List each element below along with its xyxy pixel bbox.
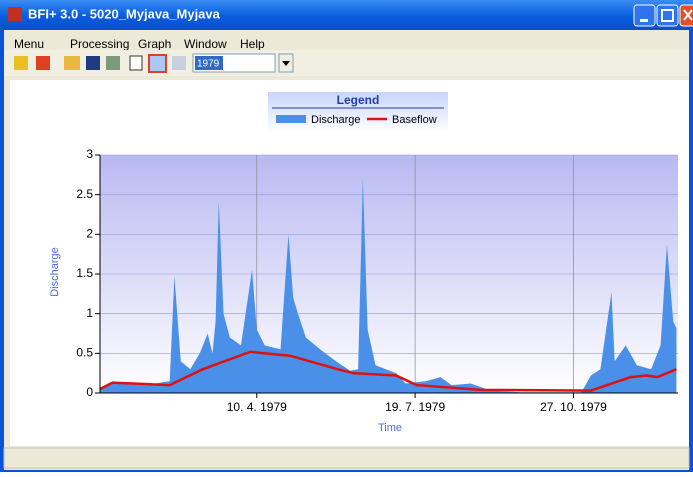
save-icon[interactable] bbox=[86, 56, 100, 70]
y-tick-label: 1 bbox=[86, 306, 93, 320]
y-tick-label: 3 bbox=[86, 147, 93, 161]
help-icon[interactable] bbox=[14, 56, 28, 70]
discharge-area bbox=[100, 178, 677, 393]
arrow-icon bbox=[282, 61, 290, 66]
delete-icon[interactable] bbox=[106, 56, 120, 70]
open-icon[interactable] bbox=[64, 56, 80, 70]
y-tick-label: 0.5 bbox=[76, 346, 93, 360]
year-value: 1979 bbox=[197, 59, 220, 70]
y-tick-label: 2.5 bbox=[76, 187, 93, 201]
minimize-button[interactable] bbox=[633, 4, 656, 27]
new-icon[interactable] bbox=[129, 55, 143, 71]
x-axis-label: Time bbox=[378, 422, 402, 434]
legend-swatch bbox=[276, 115, 306, 123]
x-tick-label: 10. 4. 1979 bbox=[227, 400, 287, 414]
legend-label: Baseflow bbox=[392, 114, 437, 126]
stop-icon[interactable] bbox=[36, 56, 50, 70]
menu-bar: Menu Processing Graph Window Help bbox=[14, 37, 265, 51]
minimize-icon bbox=[640, 19, 648, 22]
menu-item[interactable]: Processing bbox=[70, 37, 129, 51]
y-tick-label: 0 bbox=[86, 385, 93, 399]
chart: 0 0.5 1 1.5 2 2.5 3 10. 4. 1979 19. 7. 1979 27. 1… bbox=[49, 92, 678, 434]
menu-item[interactable]: Graph bbox=[138, 37, 171, 51]
legend-box bbox=[268, 92, 448, 132]
baseflow-line bbox=[99, 350, 677, 392]
menu-item[interactable]: Menu bbox=[14, 37, 44, 51]
year-selection bbox=[195, 56, 223, 70]
y-tick-label: 2 bbox=[86, 227, 93, 241]
legend-title: Legend bbox=[337, 93, 380, 107]
close-icon bbox=[683, 9, 693, 21]
menu-item[interactable]: Window bbox=[184, 37, 227, 51]
maximize-button[interactable] bbox=[656, 4, 679, 27]
y-tick-label: 1.5 bbox=[76, 266, 93, 280]
status-bar bbox=[3, 447, 690, 469]
graph-icon[interactable] bbox=[148, 54, 167, 73]
legend-label: Discharge bbox=[311, 114, 361, 126]
maximize-icon bbox=[661, 9, 674, 22]
app-icon bbox=[8, 7, 22, 21]
y-axis-label: Discharge bbox=[49, 247, 61, 297]
x-tick-label: 27. 10. 1979 bbox=[540, 400, 607, 414]
title-bar bbox=[0, 0, 693, 30]
window-title: BFI+ 3.0 - 5020_Myjava_Myjava bbox=[28, 6, 221, 21]
x-tick-label: 19. 7. 1979 bbox=[385, 400, 445, 414]
menu-item[interactable]: Help bbox=[240, 37, 265, 51]
settings-icon[interactable] bbox=[172, 56, 186, 70]
